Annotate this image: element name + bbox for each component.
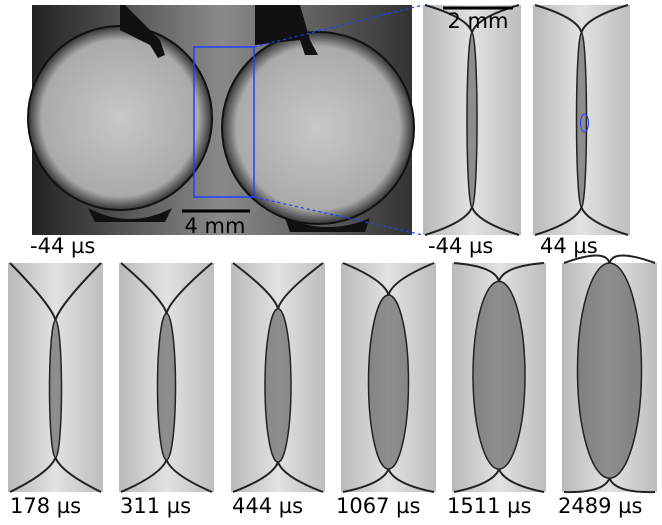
bubble-edge [54,262,102,321]
panel-label: 444 µs [232,494,303,518]
bubble-edge [165,459,213,493]
bubble-edge [277,262,324,310]
bubble-edge [453,262,500,282]
bubble-edge [387,468,435,493]
panel-label: 178 µs [10,494,81,518]
bubble-edge [54,457,102,493]
neck-lens [575,31,588,209]
neck-lens [466,31,478,209]
neck-lens [576,262,643,480]
zoom-image [533,5,630,235]
bubble-edge [534,206,583,236]
bubble-edge [498,262,545,282]
neck-lens [48,319,63,459]
neck-lens [156,312,177,461]
bubble-edge [498,468,545,493]
bubble-edge [471,206,520,236]
bubble-edge [387,262,435,296]
bubble-edge [9,262,57,321]
zoom-panels [8,4,657,494]
zoom-image [119,263,214,492]
bubble-edge [608,254,656,264]
bubble-edge [580,4,629,33]
scale-bar-label: 2 mm [448,9,509,33]
panel-label: 1067 µs [336,494,420,518]
marker [580,113,589,133]
bubble-edge [424,206,473,236]
neck-lens [264,308,292,463]
bubble-edge [232,461,279,493]
bubble-edge [165,262,213,314]
scale-bar-label: 4 mm [185,214,246,238]
zoom-image [8,263,103,492]
panel-label: -44 µs [428,234,493,258]
bubble-edge [342,468,390,493]
bubble-edge [453,468,500,493]
panel-label: 311 µs [120,494,191,518]
bubble-edge [277,461,324,493]
bubble-edge [232,262,279,310]
zoom-image [423,5,521,235]
bubble-edge [608,477,656,494]
neck-lens [472,280,526,470]
overview-image: 4 mm [27,4,424,238]
neck-lens [367,294,410,470]
bubble-edge [563,254,611,264]
bubble-edge [120,459,168,493]
panel-label: 44 µs [540,234,598,258]
bubble-edge [580,206,629,236]
bubble-edge [9,457,57,493]
zoom-image [231,263,325,492]
bubble-edge [534,4,583,33]
panel-label: 1511 µs [447,494,531,518]
bubble-edge [342,262,390,296]
bubble-edge [120,262,168,314]
panel-label: 2489 µs [558,494,642,518]
panel-labels: -44 µs -44 µs 44 µs 178 µs 311 µs 444 µs 1067 … [10,234,642,518]
bubble-edge [563,477,611,494]
zoom-image [341,263,436,492]
zoom-image [452,263,546,492]
bubble-edge [424,4,473,33]
panel-label: -44 µs [30,234,95,258]
